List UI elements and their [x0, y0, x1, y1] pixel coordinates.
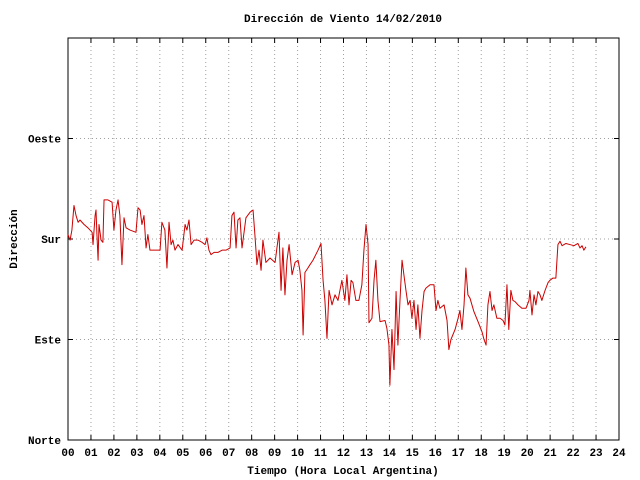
x-tick-label: 17 [452, 448, 465, 460]
x-tick-label: 07 [222, 448, 235, 460]
y-tick-label: Oeste [28, 134, 61, 146]
x-tick-label: 23 [589, 448, 603, 460]
x-tick-label: 21 [544, 448, 558, 460]
plot-frame [67, 37, 620, 441]
x-tick-label: 24 [612, 448, 626, 460]
x-tick-label: 02 [107, 448, 120, 460]
x-tick-label: 13 [360, 448, 374, 460]
x-tick-label: 18 [475, 448, 489, 460]
x-tick-label: 08 [245, 448, 259, 460]
x-tick-label: 01 [84, 448, 98, 460]
x-tick-label: 22 [566, 448, 579, 460]
x-tick-label: 00 [61, 448, 74, 460]
x-tick-label: 04 [153, 448, 167, 460]
x-tick-label: 10 [291, 448, 304, 460]
data-line [67, 199, 587, 386]
x-tick-label: 20 [521, 448, 534, 460]
chart-title: Dirección de Viento 14/02/2010 [244, 14, 442, 26]
y-tick-label: Este [35, 335, 62, 347]
y-tick-label: Sur [41, 235, 61, 247]
x-tick-label: 15 [406, 448, 420, 460]
x-tick-label: 06 [199, 448, 212, 460]
x-tick-label: 19 [498, 448, 511, 460]
x-tick-label: 16 [429, 448, 442, 460]
x-tick-label: 09 [268, 448, 281, 460]
x-tick-label: 05 [176, 448, 190, 460]
x-tick-label: 11 [314, 448, 328, 460]
x-tick-label: 14 [383, 448, 397, 460]
x-axis-label: Tiempo (Hora Local Argentina) [247, 466, 438, 478]
y-axis-label: Dirección [9, 209, 21, 268]
y-tick-label: Norte [28, 436, 61, 448]
x-tick-label: 12 [337, 448, 350, 460]
x-tick-label: 03 [130, 448, 144, 460]
